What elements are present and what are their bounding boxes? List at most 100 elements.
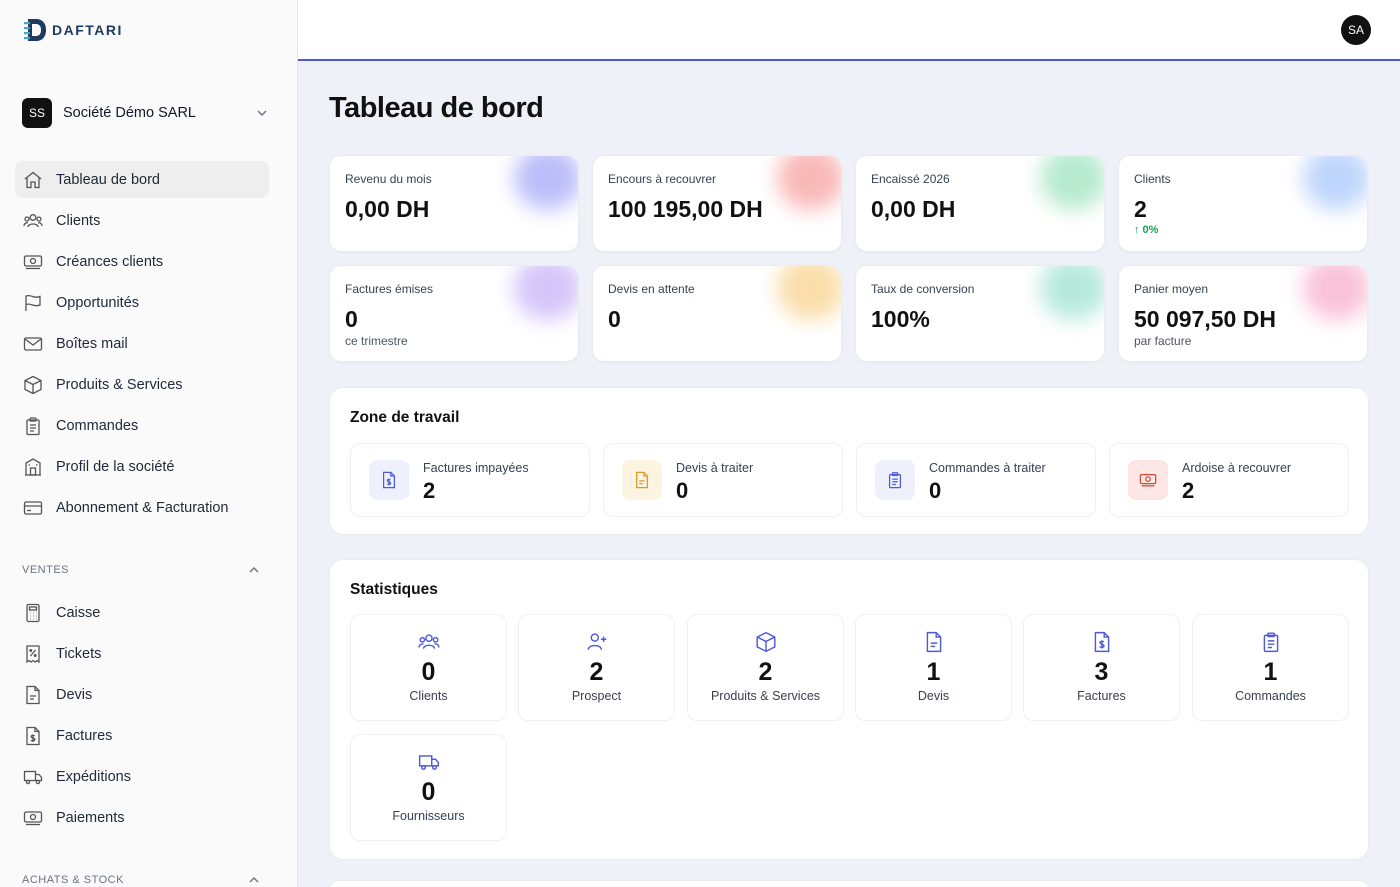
nav-item-commandes[interactable]: Commandes [15,407,269,444]
work-card-ardoise-a-recouvrer[interactable]: Ardoise à recouvrer 2 [1109,443,1349,517]
nav-item-expeditions[interactable]: Expéditions [15,758,269,795]
nav-label: Commandes [56,417,139,434]
building-icon [25,457,41,476]
work-icon-bg [622,460,662,500]
user-avatar[interactable]: SA [1341,15,1371,45]
stat-card-fournisseurs[interactable]: 0 Fournisseurs [350,734,507,841]
stat-label: Prospect [571,689,622,703]
clipboard-icon [888,472,902,489]
work-icon-bg [875,460,915,500]
nav-label: Devis [56,686,93,703]
kpi-glow [1303,266,1367,320]
kpi-glow [777,266,841,320]
nav-item-opportunites[interactable]: Opportunités [15,284,269,321]
stat-icon-wrap [688,631,843,653]
box-icon [755,631,776,653]
kpi-label: Encaissé 2026 [871,172,950,186]
mail-icon [23,336,43,351]
nav-label: Clients [56,212,101,229]
kpi-label: Panier moyen [1134,282,1209,296]
stat-value: 2 [758,658,773,686]
work-icon-bg [369,460,409,500]
kpi-trend: ↑ 0% [1134,224,1159,236]
stat-card-devis[interactable]: 1 Devis [855,614,1012,721]
kpi-clients: Clients 2 ↑ 0% [1118,155,1368,252]
work-icon-bg [1128,460,1168,500]
stat-card-factures[interactable]: 3 Factures [1023,614,1180,721]
nav-item-boites-mail[interactable]: Boîtes mail [15,325,269,362]
stat-card-produits-services[interactable]: 2 Produits & Services [687,614,844,721]
stat-icon-wrap [351,751,506,773]
work-card-factures-impayees[interactable]: Factures impayées 2 [350,443,590,517]
users-icon [417,634,440,649]
home-icon [24,171,42,188]
box-icon [24,375,42,394]
invoice-dollar-icon [382,471,396,489]
nav-item-paiements[interactable]: Paiements [15,799,269,836]
clipboard-icon [26,416,40,435]
kpi-glow [1040,266,1104,320]
nav-item-produits-services[interactable]: Produits & Services [15,366,269,403]
company-switcher[interactable]: SS Société Démo SARL [22,97,268,129]
stat-value: 0 [421,778,436,806]
nav-item-devis[interactable]: Devis [15,676,269,713]
kpi-glow [1040,156,1104,210]
work-value: 2 [1182,478,1195,503]
company-name: Société Démo SARL [63,105,196,121]
achats-section-toggle[interactable]: ACHATS & STOCK [22,874,260,886]
nav-item-clients[interactable]: Clients [15,202,269,239]
daftari-logo-icon [24,19,46,41]
brand-name: DAFTARI [52,22,123,38]
cash-icon [23,810,43,825]
kpi-sub: ce trimestre [345,334,408,348]
nav-item-tableau-de-bord[interactable]: Tableau de bord [15,161,269,198]
topbar: SA [298,0,1400,61]
kpi-taux-conversion: Taux de conversion 100% [855,265,1105,362]
stat-icon-wrap [351,631,506,653]
work-label: Factures impayées [423,461,529,475]
users-icon [23,213,43,227]
cash-icon [1139,473,1157,487]
kpi-value: 0 [345,306,358,332]
brand-logo[interactable]: DAFTARI [22,16,123,44]
ventes-section-toggle[interactable]: VENTES [22,564,260,576]
nav-item-caisse[interactable]: Caisse [15,594,269,631]
nav-item-profil-societe[interactable]: Profil de la société [15,448,269,485]
nav-item-factures[interactable]: Factures [15,717,269,754]
stat-card-prospect[interactable]: 2 Prospect [518,614,675,721]
kpi-devis-attente: Devis en attente 0 [592,265,842,362]
stat-card-commandes[interactable]: 1 Commandes [1192,614,1349,721]
kpi-label: Devis en attente [608,282,695,296]
nav-item-tickets[interactable]: Tickets [15,635,269,672]
achats-section-title: ACHATS & STOCK [22,874,124,886]
document-icon [26,685,40,704]
kpi-value: 100% [871,306,930,332]
kpi-label: Taux de conversion [871,282,975,296]
work-card-devis-a-traiter[interactable]: Devis à traiter 0 [603,443,843,517]
kpi-value: 50 097,50 DH [1134,306,1276,332]
sidebar: DAFTARI SS Société Démo SARL Tableau de … [0,0,298,887]
stats-panel: Statistiques 0 Clients 2 Prospect 2 Prod… [329,559,1369,860]
nav-label: Créances clients [56,253,164,270]
kpi-label: Revenu du mois [345,172,432,186]
kpi-encours-recouvrer: Encours à recouvrer 100 195,00 DH [592,155,842,252]
kpi-glow [514,266,578,320]
credit-card-icon [23,500,43,515]
stat-label: Fournisseurs [392,809,465,823]
stat-value: 1 [1263,658,1278,686]
work-card-commandes-a-traiter[interactable]: Commandes à traiter 0 [856,443,1096,517]
nav-label: Caisse [56,604,101,621]
kpi-label: Encours à recouvrer [608,172,717,186]
document-icon [926,631,941,653]
nav-item-creances-clients[interactable]: Créances clients [15,243,269,280]
nav-item-abonnement-facturation[interactable]: Abonnement & Facturation [15,489,269,526]
nav-label: Tableau de bord [56,171,160,188]
stat-value: 2 [589,658,604,686]
nav-label: Abonnement & Facturation [56,499,229,516]
work-label: Commandes à traiter [929,461,1046,475]
calculator-icon [26,603,40,622]
ventes-section-title: VENTES [22,564,70,576]
kpi-label: Clients [1134,172,1171,186]
stat-card-clients[interactable]: 0 Clients [350,614,507,721]
nav-label: Opportunités [56,294,140,311]
